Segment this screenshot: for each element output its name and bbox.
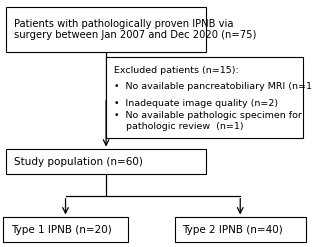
Text: •  No available pathologic specimen for
    pathologic review  (n=1): • No available pathologic specimen for p… xyxy=(114,111,302,131)
Text: Type 1 IPNB (n=20): Type 1 IPNB (n=20) xyxy=(11,225,112,235)
Text: Type 2 IPNB (n=40): Type 2 IPNB (n=40) xyxy=(183,225,283,235)
Text: Patients with pathologically proven IPNB via
surgery between Jan 2007 and Dec 20: Patients with pathologically proven IPNB… xyxy=(14,19,256,41)
FancyBboxPatch shape xyxy=(6,7,206,52)
FancyBboxPatch shape xyxy=(175,217,306,242)
Text: Excluded patients (n=15):: Excluded patients (n=15): xyxy=(114,66,239,75)
FancyBboxPatch shape xyxy=(3,217,128,242)
FancyBboxPatch shape xyxy=(106,57,303,138)
Text: •  No available pancreatobiliary MRI (n=12): • No available pancreatobiliary MRI (n=1… xyxy=(114,82,312,91)
Text: •  Inadequate image quality (n=2): • Inadequate image quality (n=2) xyxy=(114,99,278,108)
Text: Study population (n=60): Study population (n=60) xyxy=(14,157,143,167)
FancyBboxPatch shape xyxy=(6,149,206,174)
